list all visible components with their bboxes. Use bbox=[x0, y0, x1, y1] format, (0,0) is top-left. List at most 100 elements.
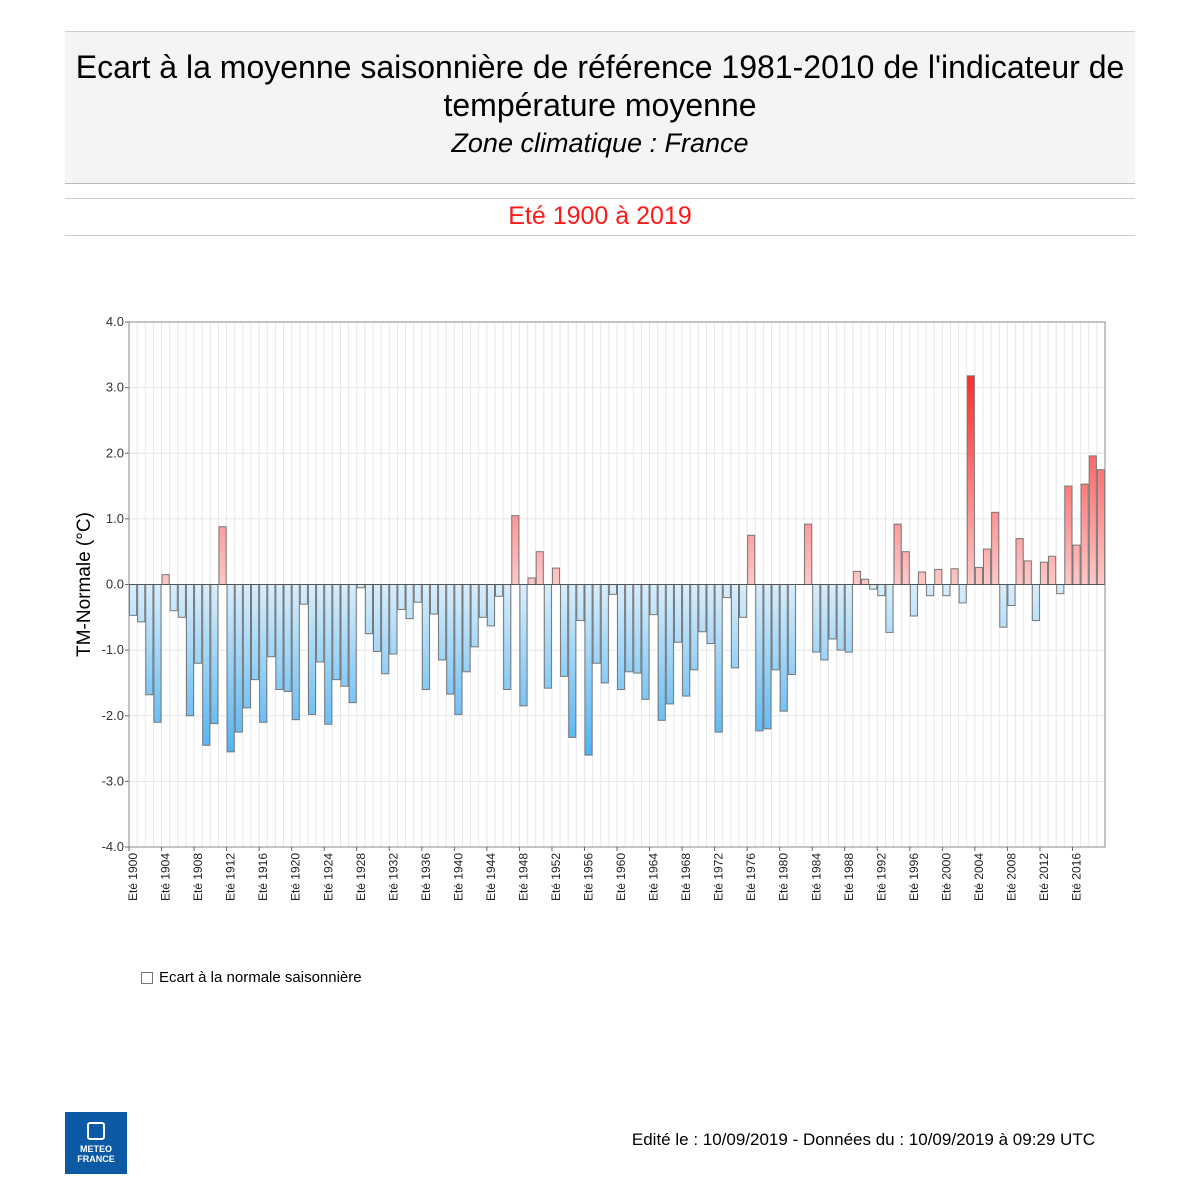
bar-1999 bbox=[934, 568, 943, 585]
x-tick-label: Eté 1980 bbox=[777, 853, 791, 901]
bar-2007 bbox=[999, 584, 1008, 628]
bar-1922 bbox=[307, 584, 317, 715]
bar-1954 bbox=[568, 584, 577, 738]
bar-1933 bbox=[397, 584, 406, 610]
bar-1964 bbox=[649, 584, 658, 616]
x-tick-label: Eté 2012 bbox=[1037, 853, 1051, 901]
bar-1953 bbox=[560, 584, 569, 677]
x-tick-label: Eté 1912 bbox=[224, 853, 238, 901]
bar-1906 bbox=[177, 584, 186, 618]
y-tick-label: -1.0 bbox=[102, 642, 124, 657]
x-tick-label: Eté 1924 bbox=[321, 853, 335, 901]
bar-1947 bbox=[511, 515, 520, 585]
chart-title: Ecart à la moyenne saisonnière de référe… bbox=[75, 49, 1125, 123]
bar-1952 bbox=[551, 567, 561, 585]
bar-2011 bbox=[1031, 584, 1040, 622]
bar-1939 bbox=[446, 584, 455, 695]
x-tick-label: Eté 2004 bbox=[972, 853, 986, 901]
x-tick-label: Eté 1976 bbox=[744, 853, 758, 901]
bar-1929 bbox=[364, 584, 374, 635]
bar-1979 bbox=[771, 584, 780, 671]
logo-icon bbox=[87, 1122, 105, 1140]
x-tick-label: Eté 1952 bbox=[549, 853, 563, 901]
x-tick-label: Eté 1968 bbox=[679, 853, 693, 901]
x-tick-label: Eté 1972 bbox=[712, 853, 726, 901]
bar-1961 bbox=[625, 584, 634, 673]
bar-1935 bbox=[413, 584, 422, 603]
x-tick-label: Eté 2008 bbox=[1004, 853, 1018, 901]
bar-1988 bbox=[844, 584, 853, 653]
bar-1946 bbox=[503, 584, 512, 690]
bar-1996 bbox=[909, 584, 918, 617]
bar-1944 bbox=[486, 584, 496, 627]
bar-1994 bbox=[893, 523, 902, 585]
bar-1924 bbox=[324, 584, 333, 725]
bar-1902 bbox=[145, 584, 154, 696]
bar-2010 bbox=[1023, 560, 1032, 585]
bar-1989 bbox=[852, 570, 861, 585]
x-tick-label: Eté 1956 bbox=[582, 853, 596, 901]
bar-1967 bbox=[673, 584, 683, 643]
legend[interactable]: Ecart à la normale saisonnière bbox=[141, 969, 362, 986]
bar-2016 bbox=[1072, 544, 1081, 585]
x-tick-label: Eté 1992 bbox=[874, 853, 888, 901]
bar-1908 bbox=[194, 584, 203, 664]
bar-1975 bbox=[739, 584, 748, 618]
bar-1965 bbox=[657, 584, 666, 721]
bar-2006 bbox=[991, 511, 1000, 585]
bar-2004 bbox=[974, 566, 983, 585]
bar-1972 bbox=[714, 584, 723, 733]
bar-2013 bbox=[1048, 555, 1057, 585]
bar-1917 bbox=[267, 584, 276, 658]
x-tick-label: Eté 1940 bbox=[451, 853, 465, 901]
bar-2001 bbox=[950, 568, 959, 585]
bar-1981 bbox=[787, 584, 796, 675]
bar-1962 bbox=[633, 584, 642, 674]
x-tick-label: Eté 1900 bbox=[126, 853, 140, 901]
bar-1991 bbox=[869, 584, 878, 590]
bar-1974 bbox=[730, 584, 739, 669]
bar-1977 bbox=[755, 584, 764, 732]
footer-edit-info: Edité le : 10/09/2019 - Données du : 10/… bbox=[631, 1130, 1095, 1149]
bar-1995 bbox=[901, 551, 910, 585]
bar-1963 bbox=[641, 584, 650, 700]
bar-1940 bbox=[454, 584, 463, 715]
bar-1973 bbox=[722, 584, 731, 599]
y-tick-label: 1.0 bbox=[106, 511, 124, 526]
bar-1900 bbox=[129, 584, 138, 616]
bar-1934 bbox=[405, 584, 414, 620]
chart-subtitle: Zone climatique : France bbox=[451, 128, 749, 158]
legend-checkbox[interactable] bbox=[141, 971, 153, 984]
bar-1918 bbox=[275, 584, 284, 690]
bar-2015 bbox=[1064, 485, 1073, 585]
bar-1955 bbox=[576, 584, 585, 622]
period-label: Eté 1900 à 2019 bbox=[65, 198, 1135, 236]
bar-2008 bbox=[1007, 584, 1016, 606]
meteo-france-logo: METEO FRANCE bbox=[65, 1112, 127, 1174]
bar-1951 bbox=[543, 584, 552, 689]
bar-1945 bbox=[495, 584, 504, 597]
bar-1980 bbox=[779, 584, 788, 712]
bar-1956 bbox=[584, 584, 593, 756]
bar-1903 bbox=[153, 584, 162, 723]
y-tick-label: -3.0 bbox=[102, 773, 124, 788]
bar-1925 bbox=[332, 584, 341, 681]
bar-1904 bbox=[161, 574, 170, 585]
bar-1968 bbox=[682, 584, 691, 697]
y-tick-label: -4.0 bbox=[102, 839, 124, 854]
bar-1976 bbox=[747, 534, 756, 585]
x-tick-label: Eté 1944 bbox=[484, 853, 498, 901]
bar-1959 bbox=[608, 584, 617, 595]
x-tick-label: Eté 2016 bbox=[1070, 853, 1084, 901]
bar-1937 bbox=[429, 584, 439, 615]
bar-2002 bbox=[958, 584, 967, 604]
bar-1911 bbox=[218, 526, 227, 585]
bar-1915 bbox=[251, 584, 260, 681]
bar-1943 bbox=[478, 584, 487, 618]
bar-1948 bbox=[519, 584, 528, 707]
bar-1927 bbox=[348, 584, 357, 704]
x-tick-label: Eté 1916 bbox=[256, 853, 270, 901]
y-tick-label: 2.0 bbox=[106, 445, 124, 460]
bar-1919 bbox=[283, 584, 292, 692]
bar-1950 bbox=[535, 551, 544, 585]
